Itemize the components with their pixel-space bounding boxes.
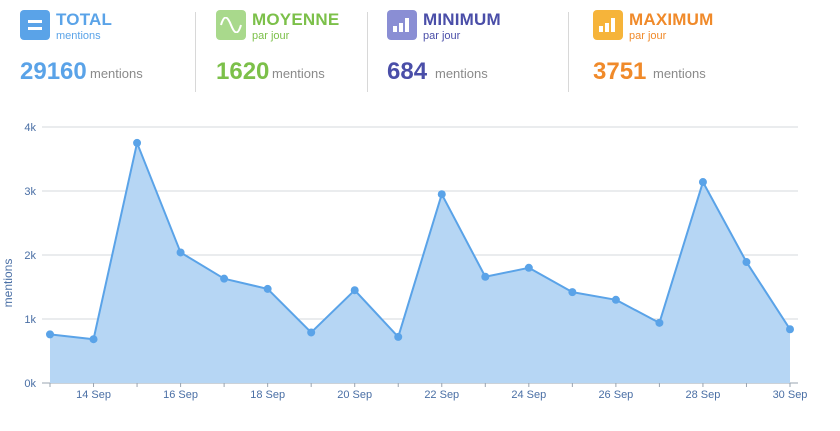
stat-value: 1620 <box>216 58 270 85</box>
x-tick-label: 20 Sep <box>337 389 372 401</box>
data-point <box>176 248 185 257</box>
chart-area-fill <box>50 142 790 383</box>
y-tick-label: 1k <box>24 314 36 326</box>
data-point <box>742 258 751 267</box>
y-tick-label: 3k <box>24 186 36 198</box>
data-point <box>133 138 142 147</box>
data-point <box>698 178 707 187</box>
bars-icon <box>387 10 417 40</box>
data-point <box>786 325 794 334</box>
data-point <box>220 274 229 283</box>
stat-value: 684 <box>387 58 428 85</box>
stat-title: MINIMUM <box>423 10 501 29</box>
stat-unit: mentions <box>653 66 706 81</box>
data-point <box>524 263 533 272</box>
stat-subtitle: par jour <box>252 30 290 42</box>
divider <box>195 12 196 92</box>
stat-subtitle: par jour <box>629 30 667 42</box>
y-tick-label: 4k <box>24 122 36 134</box>
x-axis: 14 Sep 16 Sep 18 Sep 20 Sep 22 Sep 24 Sep 26 S… <box>49 383 808 401</box>
x-tick-label: 22 Sep <box>424 389 459 401</box>
x-tick-label: 24 Sep <box>511 389 546 401</box>
divider <box>367 12 368 92</box>
data-point <box>307 328 316 337</box>
stat-subtitle: par jour <box>423 30 461 42</box>
x-tick-label: 18 Sep <box>250 389 285 401</box>
x-tick-label: 14 Sep <box>76 389 111 401</box>
stat-value: 3751 <box>593 58 647 85</box>
stat-subtitle: mentions <box>56 30 101 42</box>
data-point <box>611 295 620 304</box>
chart-points <box>46 138 794 344</box>
stat-title: MOYENNE <box>252 10 340 29</box>
x-tick-label: 30 Sep <box>773 389 808 401</box>
equals-icon <box>20 10 50 40</box>
divider <box>568 12 569 92</box>
data-point <box>568 288 577 297</box>
stat-value: 29160 <box>20 58 87 85</box>
y-tick-label: 2k <box>24 250 36 262</box>
chart-line <box>49 141 791 341</box>
stat-title: TOTAL <box>56 10 113 29</box>
y-axis-label: mentions <box>1 259 15 308</box>
x-tick-label: 16 Sep <box>163 389 198 401</box>
y-tick-label: 0k <box>24 378 36 390</box>
wave-icon <box>216 10 246 40</box>
stat-unit: mentions <box>272 66 325 81</box>
bars-icon <box>593 10 623 40</box>
data-point <box>350 286 359 295</box>
y-axis: 0k 1k 2k 3k 4k <box>24 122 36 390</box>
data-point <box>89 335 98 344</box>
data-point <box>394 332 403 341</box>
data-point <box>437 190 446 199</box>
x-tick-label: 28 Sep <box>686 389 721 401</box>
stat-title: MAXIMUM <box>629 10 714 29</box>
data-point <box>263 284 272 293</box>
x-tick-label: 26 Sep <box>598 389 633 401</box>
stat-unit: mentions <box>435 66 488 81</box>
data-point <box>655 318 664 327</box>
stats-bar: TOTAL mentions 29160 mentions MOYENNE pa… <box>0 0 840 100</box>
stat-unit: mentions <box>90 66 143 81</box>
data-point <box>481 272 490 281</box>
data-point <box>46 330 54 339</box>
mentions-area-chart: 14 Sep 16 Sep 18 Sep 20 Sep 22 Sep 24 Sep 26 S… <box>1 122 808 401</box>
